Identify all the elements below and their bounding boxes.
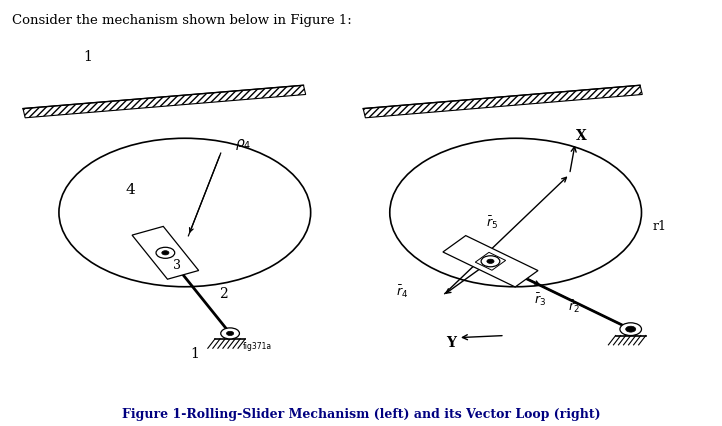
Text: r1: r1	[652, 220, 666, 233]
Circle shape	[487, 259, 494, 264]
Text: Figure 1-Rolling-Slider Mechanism (left) and its Vector Loop (right): Figure 1-Rolling-Slider Mechanism (left)…	[122, 407, 600, 420]
Text: 2: 2	[219, 287, 228, 301]
Circle shape	[162, 251, 169, 255]
Text: $\rho_4$: $\rho_4$	[235, 137, 251, 152]
Circle shape	[390, 139, 641, 287]
Text: 4: 4	[126, 183, 136, 197]
Text: $\bar{r}_3$: $\bar{r}_3$	[534, 291, 546, 307]
Circle shape	[227, 331, 234, 336]
Bar	[132, 227, 199, 279]
Polygon shape	[23, 86, 305, 118]
Text: $\bar{r}_5$: $\bar{r}_5$	[486, 214, 497, 230]
Circle shape	[481, 256, 500, 267]
Circle shape	[221, 328, 240, 339]
Text: Y: Y	[446, 335, 456, 349]
Text: fig371a: fig371a	[243, 342, 272, 351]
Circle shape	[620, 323, 641, 336]
Circle shape	[156, 248, 175, 259]
Text: 3: 3	[173, 259, 181, 272]
Text: $\bar{r}_4$: $\bar{r}_4$	[396, 283, 408, 299]
Bar	[475, 253, 505, 271]
Text: $\bar{r}_2$: $\bar{r}_2$	[567, 298, 580, 314]
Text: Consider the mechanism shown below in Figure 1:: Consider the mechanism shown below in Fi…	[12, 14, 352, 27]
Text: 1: 1	[191, 346, 199, 360]
Text: 1: 1	[83, 50, 92, 63]
Circle shape	[626, 326, 636, 332]
Bar	[443, 236, 538, 287]
Polygon shape	[363, 86, 643, 118]
Circle shape	[59, 139, 310, 287]
Text: X: X	[575, 129, 586, 143]
